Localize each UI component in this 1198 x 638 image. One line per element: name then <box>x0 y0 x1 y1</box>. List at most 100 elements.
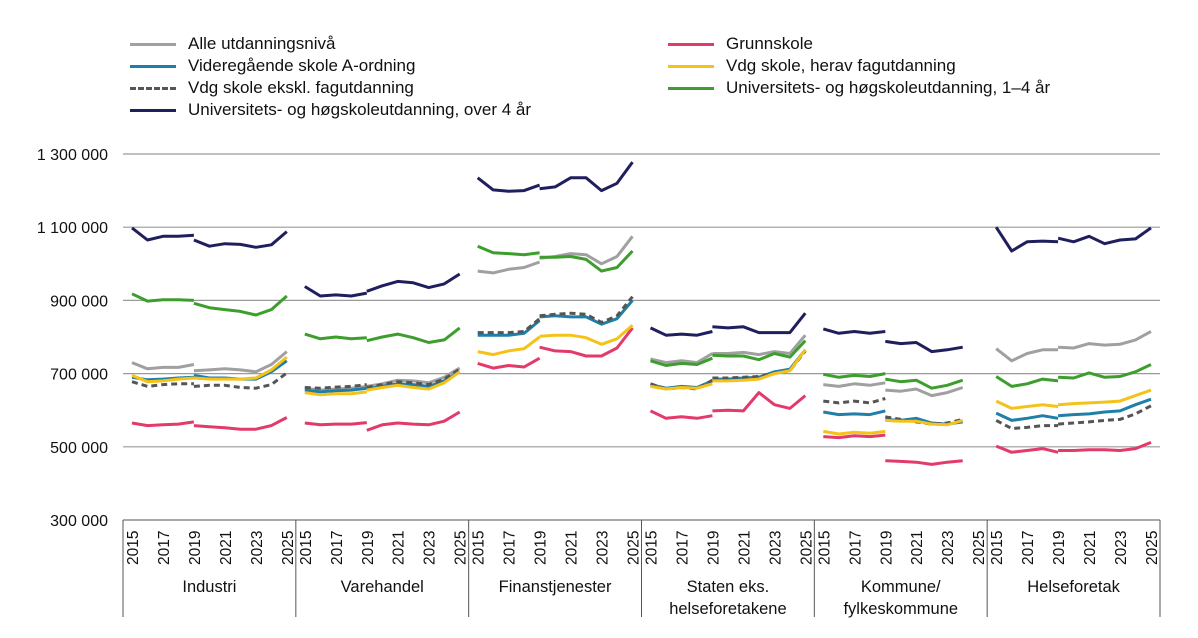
series-line <box>304 383 367 390</box>
series-line <box>650 356 713 367</box>
legend-label: Videregående skole A-ordning <box>188 56 416 75</box>
series-line <box>995 444 1059 454</box>
series-line <box>885 339 963 354</box>
series-line <box>995 399 1059 410</box>
series-line <box>304 332 367 341</box>
series-line <box>366 410 461 432</box>
legend-item-vdg-ekskl: Vdg skole ekskl. fagutdanning <box>130 78 414 98</box>
series-line <box>1057 404 1152 426</box>
legend-swatch <box>130 64 176 68</box>
series-line <box>366 367 461 389</box>
series-line <box>1058 363 1152 380</box>
legend-label: Vdg skole ekskl. fagutdanning <box>188 78 414 97</box>
x-tick-label: 2025 <box>1144 531 1161 565</box>
series-line <box>823 381 886 388</box>
legend-label: Grunnskole <box>726 34 813 53</box>
series-line <box>649 409 713 420</box>
x-tick-label: 2017 <box>674 531 691 565</box>
series-line <box>477 335 541 357</box>
series-line <box>712 349 807 380</box>
series-line <box>304 390 367 397</box>
series-line <box>823 372 886 379</box>
series-line <box>995 411 1059 422</box>
series-line <box>650 382 713 391</box>
x-tick-label: 2023 <box>940 531 957 565</box>
group-label: Industri <box>182 578 236 596</box>
x-tick-label: 2021 <box>564 531 581 565</box>
x-tick-label: 2021 <box>1082 531 1099 565</box>
legend-label: Vdg skole, herav fagutdanning <box>726 56 956 75</box>
x-tick-label: 2021 <box>391 531 408 565</box>
y-tick-label: 300 000 <box>50 513 108 530</box>
series-line <box>193 350 288 374</box>
x-tick-label: 2019 <box>705 531 722 565</box>
legend-swatch <box>668 86 714 90</box>
series-line <box>1057 397 1152 418</box>
x-tick-label: 2023 <box>1113 531 1130 565</box>
legend-swatch <box>130 108 176 112</box>
x-tick-label: 2021 <box>218 531 235 565</box>
series-line <box>823 429 886 436</box>
series-line <box>885 377 964 390</box>
x-tick-label: 2015 <box>471 531 488 565</box>
x-tick-label: 2019 <box>1051 531 1068 565</box>
x-tick-label: 2017 <box>847 531 864 565</box>
group-label: fylkeskommune <box>843 600 958 618</box>
series-line <box>995 375 1059 388</box>
group-label: Varehandel <box>341 578 424 596</box>
x-tick-label: 2019 <box>533 531 550 565</box>
legend-item-alle: Alle utdanningsnivå <box>130 34 335 54</box>
x-tick-label: 2017 <box>1020 531 1037 565</box>
x-tick-label: 2021 <box>909 531 926 565</box>
legend: Alle utdanningsnivå Videregående skole A… <box>0 0 1198 130</box>
series-line <box>712 391 807 413</box>
legend-label: Universitets- og høgskoleutdanning, over… <box>188 100 532 119</box>
series-line <box>131 380 194 388</box>
series-line <box>131 374 195 384</box>
series-line <box>131 292 194 303</box>
legend-item-vgs-a-ordning: Videregående skole A-ordning <box>130 56 415 76</box>
x-tick-label: 2023 <box>767 531 784 565</box>
x-tick-label: 2017 <box>329 531 346 565</box>
series-line <box>476 176 541 193</box>
x-tick-label: 2025 <box>971 531 988 565</box>
x-tick-label: 2017 <box>502 531 519 565</box>
series-line <box>649 326 713 337</box>
series-line <box>823 433 886 440</box>
legend-swatch <box>668 42 714 46</box>
x-tick-label: 2021 <box>736 531 753 565</box>
x-tick-label: 2019 <box>878 531 895 565</box>
x-tick-label: 2025 <box>798 531 815 565</box>
series-line <box>994 226 1059 253</box>
series-line <box>885 415 964 426</box>
y-tick-label: 1 300 000 <box>37 147 108 164</box>
y-tick-label: 1 100 000 <box>37 220 108 237</box>
legend-swatch <box>130 86 176 90</box>
x-tick-label: 2015 <box>125 531 142 565</box>
x-tick-label: 2025 <box>626 531 643 565</box>
series-line <box>304 285 368 298</box>
group-label: Finanstjenester <box>499 578 612 596</box>
series-line <box>193 371 288 390</box>
series-line <box>712 348 807 383</box>
series-line <box>131 361 195 371</box>
group-label: Staten eks. <box>687 578 770 596</box>
group-label: Kommune/ <box>861 578 941 596</box>
y-tick-label: 700 000 <box>50 367 108 384</box>
series-line <box>995 419 1059 430</box>
legend-item-grunnskole: Grunnskole <box>668 34 813 54</box>
series-line <box>712 312 807 335</box>
series-line <box>477 260 541 275</box>
series-line <box>539 161 634 193</box>
legend-item-uni-1-4: Universitets- og høgskoleutdanning, 1–4 … <box>668 78 1050 98</box>
series-line <box>995 347 1059 363</box>
series-line <box>822 327 886 335</box>
group-label: Helseforetak <box>1027 578 1120 596</box>
x-tick-label: 2025 <box>453 531 470 565</box>
series-line <box>650 352 714 365</box>
series-line <box>193 416 288 431</box>
x-tick-label: 2015 <box>644 531 661 565</box>
group-label: helseforetakene <box>669 600 786 618</box>
series-line <box>304 386 367 394</box>
